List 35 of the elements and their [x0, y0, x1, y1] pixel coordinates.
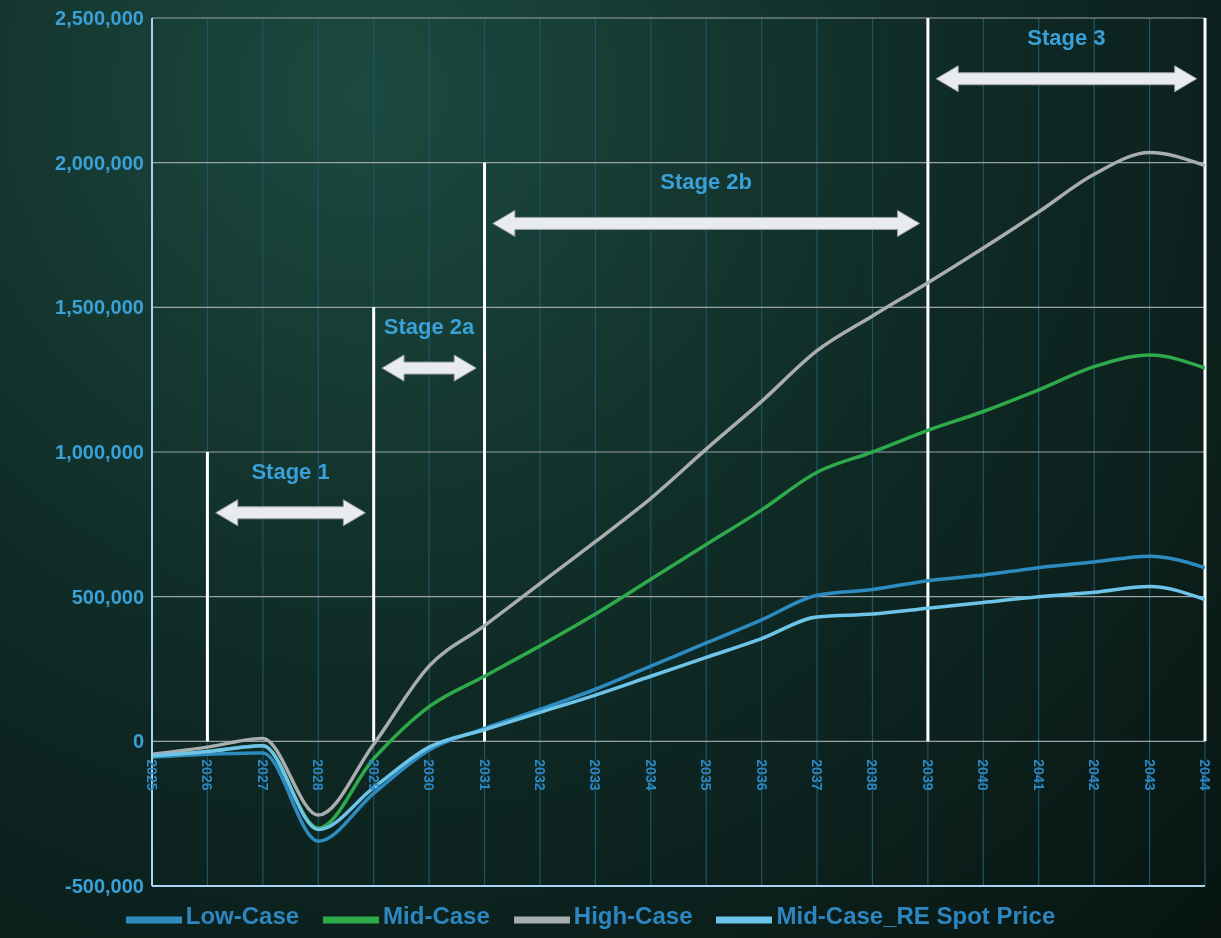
x-tick-label: 2025 — [144, 759, 160, 791]
y-tick-label: 2,500,000 — [55, 7, 144, 30]
x-tick-label: 2042 — [1086, 759, 1103, 791]
legend-label: Mid-Case_RE Spot Price — [776, 902, 1056, 930]
legend-label: High-Case — [573, 902, 693, 930]
annotation: Stage 1 — [251, 458, 330, 484]
x-tick-label: 2034 — [642, 759, 659, 791]
annotation: Stage 3 — [1027, 24, 1106, 50]
y-tick-label: 1,000,000 — [55, 441, 144, 464]
x-tick-label: 2033 — [587, 759, 604, 791]
y-tick-label: -500,000 — [65, 875, 144, 898]
x-tick-label: 2032 — [531, 759, 548, 791]
y-tick-label: 0 — [132, 730, 144, 753]
x-tick-label: 2040 — [975, 759, 992, 791]
x-tick-label: 2039 — [919, 759, 936, 791]
x-tick-label: 2041 — [1030, 759, 1047, 791]
x-tick-label: 2035 — [698, 759, 715, 791]
legend-label: Mid-Case — [383, 902, 490, 930]
y-tick-label: 2,000,000 — [55, 151, 144, 174]
x-tick-label: 2037 — [809, 759, 826, 791]
y-tick-label: 1,500,000 — [55, 296, 144, 319]
x-tick-label: 2044 — [1197, 759, 1213, 791]
x-tick-label: 2031 — [476, 759, 493, 791]
legend-label: Low-Case — [185, 902, 300, 930]
x-tick-label: 2038 — [864, 759, 881, 791]
x-tick-label: 2027 — [254, 759, 271, 791]
x-tick-label: 2029 — [365, 759, 382, 791]
x-tick-label: 2026 — [199, 759, 216, 791]
x-tick-label: 2030 — [421, 759, 438, 791]
x-tick-label: 2043 — [1141, 759, 1158, 791]
x-tick-label: 2036 — [753, 759, 770, 791]
y-tick-label: 500,000 — [71, 585, 144, 608]
x-tick-label: 2028 — [310, 759, 327, 791]
annotation: Stage 2a — [383, 314, 476, 340]
annotation: Stage 2b — [660, 169, 753, 195]
